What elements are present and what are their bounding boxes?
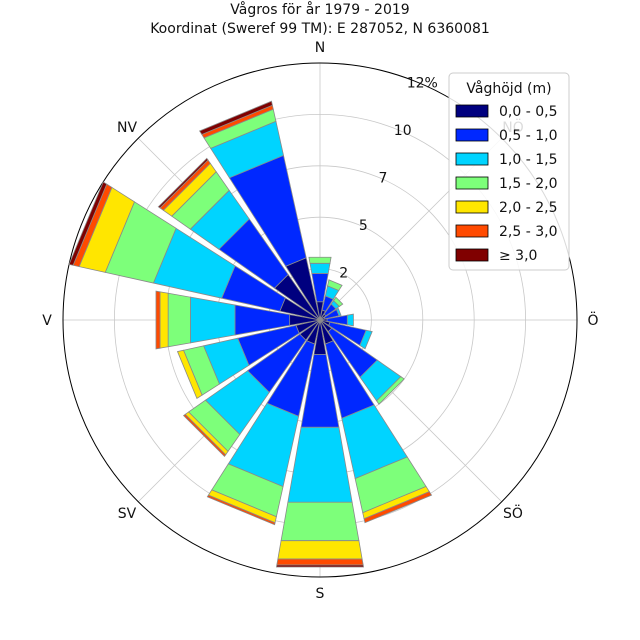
legend-swatch — [455, 104, 489, 118]
bar-segment — [333, 296, 344, 307]
bar-segment — [287, 426, 353, 503]
direction-label: V — [42, 313, 52, 329]
bar-segment — [363, 491, 433, 524]
radial-tick-label: 12% — [407, 76, 438, 92]
bar-segment — [155, 290, 161, 350]
direction-label: NV — [117, 120, 137, 136]
direction-label: SV — [118, 506, 137, 522]
bar-segment — [277, 540, 363, 560]
bar-segment — [198, 100, 273, 135]
legend-box — [448, 72, 570, 271]
radial-tick-label: 7 — [379, 171, 388, 187]
bar-segment — [276, 558, 364, 566]
radial-tick-label: 2 — [339, 266, 348, 282]
legend-entry: 1,5 - 2,0 — [499, 176, 557, 192]
bar-segment — [167, 292, 191, 348]
bar-segment — [335, 307, 342, 317]
legend-title: Våghöjd (m) — [466, 80, 551, 97]
legend-swatch — [455, 200, 489, 214]
direction-label: S — [316, 586, 325, 602]
legend: Våghöjd (m) 0,0 - 0,5 0,5 - 1,0 1,0 - 1,5 1,… — [448, 72, 570, 271]
chart-title: Vågros för år 1979 - 2019 — [230, 1, 409, 18]
bar-segment — [190, 296, 236, 344]
bar-segment — [68, 181, 108, 266]
bar-segment — [275, 564, 365, 568]
bar-segment — [157, 157, 209, 209]
legend-swatch — [455, 224, 489, 238]
bar-segment — [280, 501, 360, 542]
radial-ticks: 2 5 7 10 12% — [339, 76, 438, 282]
legend-entry: 1,0 - 1,5 — [499, 152, 557, 168]
direction-label: N — [315, 40, 325, 56]
legend-swatch — [455, 128, 489, 142]
outer-ring — [62, 62, 578, 578]
chart-subtitle: Koordinat (Sweref 99 TM): E 287052, N 63… — [150, 21, 490, 37]
bar-segment — [346, 313, 354, 327]
legend-entry: ≥ 3,0 — [499, 248, 537, 264]
bar-segment — [376, 376, 405, 405]
legend-swatch — [455, 176, 489, 190]
legend-swatch — [455, 152, 489, 166]
bars-layer — [68, 100, 433, 568]
direction-label: Ö — [587, 311, 598, 329]
legend-entry: 2,5 - 3,0 — [499, 224, 557, 240]
bar-segment — [182, 413, 227, 458]
radial-tick-label: 5 — [359, 218, 368, 234]
legend-entry: 0,0 - 0,5 — [499, 104, 557, 120]
bar-segment — [308, 256, 332, 264]
legend-entry: 2,0 - 2,5 — [499, 200, 557, 216]
direction-label: SÖ — [503, 504, 523, 522]
radial-tick-label: 10 — [394, 123, 412, 139]
bar-segment — [327, 279, 343, 292]
bar-segment — [176, 349, 203, 400]
bar-segment — [206, 494, 276, 526]
bar-segment — [309, 262, 331, 274]
bar-segment — [359, 329, 373, 350]
legend-swatch — [455, 248, 489, 262]
legend-entry: 0,5 - 1,0 — [499, 128, 557, 144]
bar-segment — [159, 291, 169, 349]
